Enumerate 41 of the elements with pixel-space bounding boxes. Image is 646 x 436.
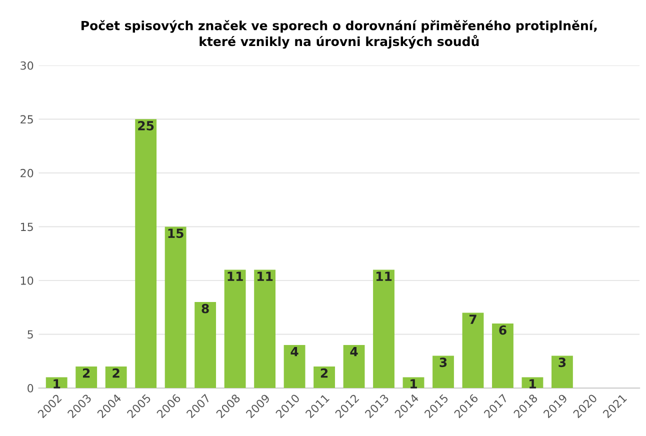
data-label: 11 <box>228 272 243 281</box>
bar <box>462 312 484 388</box>
data-label: 2 <box>112 368 120 378</box>
bar <box>432 356 454 388</box>
y-tick-label: 20 <box>20 168 34 178</box>
y-tick-label: 0 <box>28 384 34 392</box>
bar <box>194 302 216 388</box>
bar <box>314 366 335 388</box>
bar <box>224 270 246 388</box>
data-label: 11 <box>376 272 392 281</box>
data-label: 1 <box>54 379 60 388</box>
data-label: 7 <box>469 314 476 324</box>
y-tick-label: 15 <box>20 222 33 232</box>
bar <box>373 270 394 388</box>
chart-title: Počet spisových značek ve sporech o dorovnání přiměřeného protiplnění, které vznikly na úrovni krajských soudů <box>82 20 597 49</box>
bar <box>284 345 306 388</box>
data-label: 11 <box>258 272 273 281</box>
bar <box>492 324 514 388</box>
bar <box>76 366 98 388</box>
data-label: 3 <box>558 358 566 368</box>
bar <box>343 345 365 388</box>
data-label: 3 <box>440 358 447 368</box>
data-label: 8 <box>202 304 209 314</box>
data-label: 2 <box>82 368 90 378</box>
y-tick-label: 5 <box>28 330 33 339</box>
data-label: 2 <box>320 368 328 378</box>
bar <box>164 226 186 388</box>
bar <box>135 119 157 388</box>
bar <box>552 356 573 388</box>
y-tick-label: 30 <box>20 61 34 70</box>
bar <box>105 366 127 388</box>
data-label: 15 <box>168 228 184 238</box>
data-label: 6 <box>499 325 506 335</box>
data-label: 4 <box>350 347 358 356</box>
y-tick-label: 10 <box>20 276 34 285</box>
y-tick-label: 25 <box>20 115 33 124</box>
data-label: 1 <box>410 379 417 388</box>
data-label: 1 <box>530 379 536 388</box>
bar <box>254 270 276 388</box>
data-label: 25 <box>138 121 154 130</box>
data-label: 4 <box>290 347 298 356</box>
